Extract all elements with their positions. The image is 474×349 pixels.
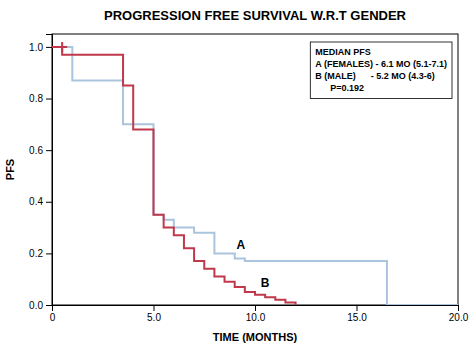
annotation-line: A (FEMALES) - 6.1 MO (5.1-7.1) bbox=[315, 59, 447, 69]
tick-label: 0 bbox=[50, 312, 56, 323]
tick-mark bbox=[357, 305, 358, 311]
tick: 10.0 bbox=[246, 305, 266, 323]
tick-label: 10.0 bbox=[246, 312, 266, 323]
tick-mark bbox=[46, 253, 52, 254]
tick-label: 20.0 bbox=[449, 312, 469, 323]
tick: 0.8 bbox=[29, 93, 52, 104]
annotation: MEDIAN PFS A (FEMALES) - 6.1 MO (5.1-7.1)… bbox=[310, 42, 452, 98]
tick-label: 1.0 bbox=[29, 42, 43, 53]
annotation-line: B (MALE) - 5.2 MO (4.3-6) bbox=[315, 71, 435, 81]
curve-label: B bbox=[261, 276, 270, 290]
tick-label: 0.0 bbox=[29, 300, 43, 311]
tick-mark bbox=[154, 305, 155, 311]
tick: 0.2 bbox=[29, 248, 52, 259]
tick: 20.0 bbox=[449, 305, 469, 323]
tick: 5.0 bbox=[147, 305, 161, 323]
tick-mark bbox=[46, 202, 52, 203]
x-axis-title: TIME (MONTHS) bbox=[213, 331, 298, 343]
annotation-line: P=0.192 bbox=[315, 83, 364, 93]
plot-frame bbox=[52, 34, 458, 305]
tick: 15.0 bbox=[347, 305, 367, 323]
tick: 0 bbox=[50, 305, 56, 323]
curve-label: A bbox=[236, 238, 245, 252]
plot-area: 05.010.015.020.00.00.20.40.60.81.0ABMEDI… bbox=[29, 34, 469, 323]
tick-mark bbox=[46, 47, 52, 48]
tick: 0.4 bbox=[29, 196, 52, 207]
tick-label: 0.4 bbox=[29, 196, 43, 207]
x-axis: 0 5.0 10.0 15.0 20.0 bbox=[50, 305, 469, 323]
chart: 05.010.015.020.00.00.20.40.60.81.0ABMEDI… bbox=[0, 0, 474, 349]
tick-label: 15.0 bbox=[347, 312, 367, 323]
tick-label: 5.0 bbox=[147, 312, 161, 323]
marks bbox=[52, 42, 458, 305]
tick-mark bbox=[46, 99, 52, 100]
tick-mark bbox=[255, 305, 256, 311]
censor-mark bbox=[57, 42, 67, 52]
tick: 1.0 bbox=[29, 42, 52, 53]
title: PROGRESSION FREE SURVIVAL W.R.T GENDER bbox=[104, 8, 407, 23]
curve-labels: AB bbox=[236, 238, 269, 291]
tick-label: 0.6 bbox=[29, 145, 43, 156]
y-axis-title: PFS bbox=[4, 159, 16, 180]
survival-curve bbox=[52, 47, 296, 305]
tick-mark bbox=[46, 305, 52, 306]
axis-line bbox=[53, 306, 459, 312]
annotation-line: MEDIAN PFS bbox=[315, 47, 371, 57]
tick: 0.6 bbox=[29, 145, 52, 156]
tick-mark bbox=[46, 150, 52, 151]
annotation-text: MEDIAN PFS A (FEMALES) - 6.1 MO (5.1-7.1)… bbox=[315, 47, 447, 93]
tick-mark bbox=[458, 305, 459, 311]
annotation-box bbox=[310, 42, 452, 98]
tick: 0.0 bbox=[29, 300, 52, 311]
y-axis: 0.0 0.2 0.4 0.6 0.8 1.0 bbox=[29, 35, 52, 311]
tick-label: 0.8 bbox=[29, 93, 43, 104]
tick-label: 0.2 bbox=[29, 248, 43, 259]
